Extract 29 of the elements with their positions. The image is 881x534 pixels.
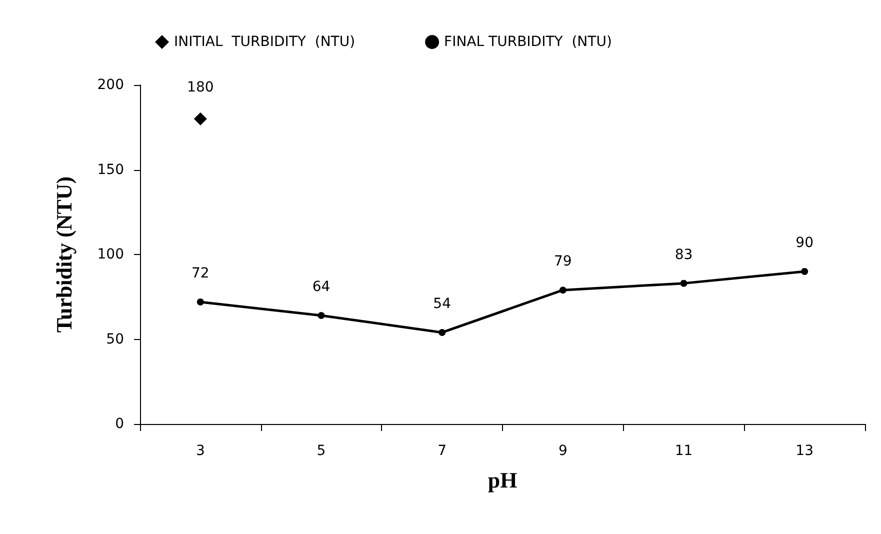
y-axis-title: Turbidity (NTU): [52, 176, 76, 333]
legend-label: INITIAL TURBIDITY (NTU): [174, 34, 356, 50]
point: [194, 112, 207, 126]
y-tick-label: 50: [106, 331, 124, 348]
data-label: 79: [554, 254, 572, 270]
y-tick-label: 100: [97, 246, 124, 262]
x-tick-label: 9: [558, 443, 568, 459]
data-label: 83: [674, 246, 693, 263]
x-tick-label: 3: [196, 443, 205, 459]
y-tick-label: 200: [97, 77, 124, 93]
point: [801, 268, 808, 275]
legend-label: FINAL TURBIDITY (NTU): [444, 34, 612, 50]
point: [559, 286, 566, 294]
data-label: 64: [312, 279, 330, 296]
x-tick-label: 13: [796, 443, 814, 459]
x-tick-label: 11: [674, 443, 693, 459]
point: [438, 328, 446, 336]
data-label: 72: [192, 265, 210, 282]
x-tick-label: 5: [316, 443, 326, 459]
x-axis-title: pH: [488, 468, 518, 492]
data-label: 54: [433, 296, 452, 312]
point: [318, 312, 325, 320]
x-tick-label: 7: [438, 443, 447, 459]
data-label: 90: [796, 234, 814, 251]
y-tick-label: 150: [97, 162, 124, 178]
y-tick-label: 0: [115, 416, 124, 432]
data-label: 180: [187, 79, 214, 96]
point: [680, 280, 688, 287]
point: [196, 298, 204, 306]
